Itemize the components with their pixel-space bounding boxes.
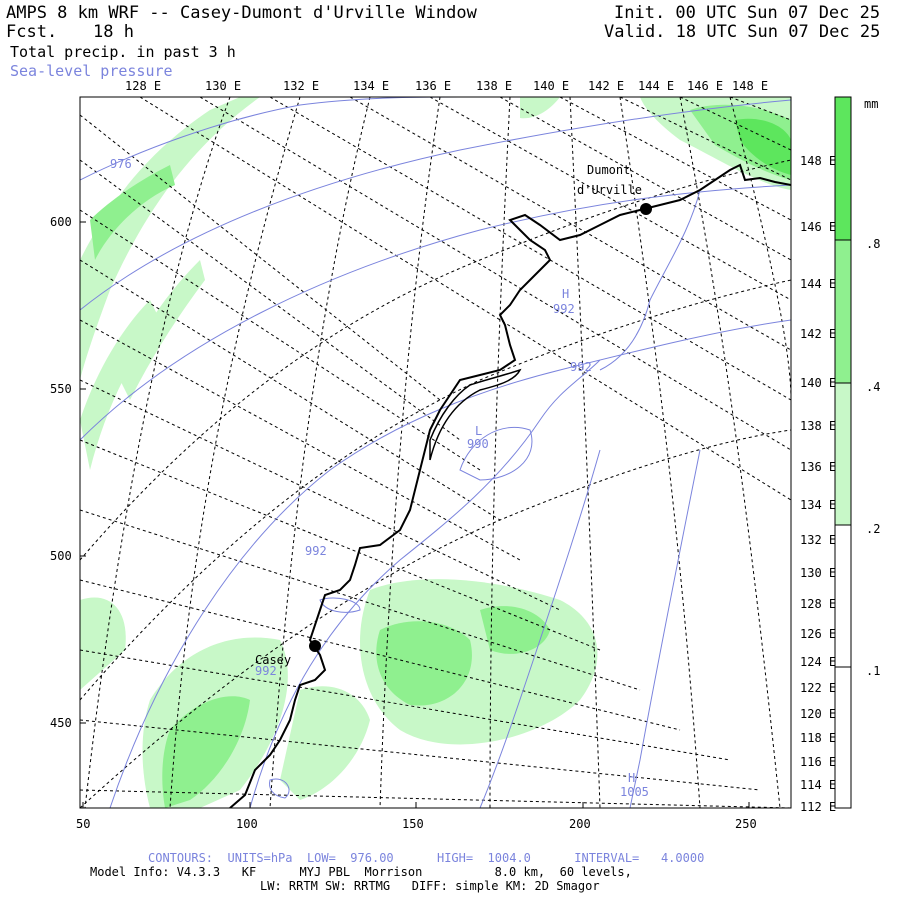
svg-text:140 E: 140 E <box>533 79 569 93</box>
svg-text:200: 200 <box>569 817 591 831</box>
svg-text:600: 600 <box>50 215 72 229</box>
svg-text:1005: 1005 <box>620 785 649 799</box>
svg-text:100: 100 <box>236 817 258 831</box>
svg-text:112 E: 112 E <box>800 800 836 814</box>
valid-time: Valid. 18 UTC Sun 07 Dec 25 <box>604 22 881 42</box>
svg-text:120 E: 120 E <box>800 707 836 721</box>
svg-text:992: 992 <box>305 544 327 558</box>
casey-label: Casey <box>255 653 291 667</box>
svg-text:130 E: 130 E <box>800 566 836 580</box>
footer-physics: LW: RRTM SW: RRTMG DIFF: simple KM: 2D S… <box>260 879 600 893</box>
colorbar-label-01: .1 <box>866 664 880 678</box>
colorbar-label-04: .4 <box>866 380 880 394</box>
slp-contours <box>80 97 791 808</box>
bottom-axis-labels: 50 100 150 200 250 <box>76 817 757 831</box>
svg-text:50: 50 <box>76 817 90 831</box>
svg-text:H: H <box>628 771 635 785</box>
svg-text:118 E: 118 E <box>800 731 836 745</box>
footer-contours: CONTOURS: UNITS=hPa LOW= 976.00 HIGH= 10… <box>148 851 705 865</box>
init-time: Init. 00 UTC Sun 07 Dec 25 <box>614 3 881 23</box>
svg-text:990: 990 <box>467 437 489 451</box>
svg-text:992: 992 <box>570 360 592 374</box>
svg-text:140 E: 140 E <box>800 376 836 390</box>
svg-text:136 E: 136 E <box>415 79 451 93</box>
fcst-value: 18 h <box>93 22 134 42</box>
svg-text:130 E: 130 E <box>205 79 241 93</box>
colorbar <box>834 96 852 809</box>
ice-shelf-outline <box>429 368 522 461</box>
dumont-label-2: d'Urville <box>577 183 642 197</box>
svg-text:450: 450 <box>50 716 72 730</box>
svg-text:500: 500 <box>50 549 72 563</box>
svg-text:150: 150 <box>402 817 424 831</box>
svg-text:L: L <box>475 424 482 438</box>
coastline <box>229 163 791 808</box>
svg-text:128 E: 128 E <box>800 597 836 611</box>
svg-text:114 E: 114 E <box>800 778 836 792</box>
svg-text:H: H <box>562 287 569 301</box>
svg-text:124 E: 124 E <box>800 655 836 669</box>
svg-text:148 E: 148 E <box>732 79 768 93</box>
svg-text:132 E: 132 E <box>800 533 836 547</box>
fcst-label: Fcst. <box>6 22 58 42</box>
colorbar-unit: mm <box>864 97 878 111</box>
top-lon-labels: 128 E 130 E 132 E 134 E 136 E 138 E 140 … <box>125 79 768 93</box>
colorbar-label-08: .8 <box>866 237 880 251</box>
casey-station-marker <box>309 640 321 652</box>
svg-text:976: 976 <box>110 157 132 171</box>
svg-text:132 E: 132 E <box>283 79 319 93</box>
colorbar-label-02: .2 <box>866 522 880 536</box>
title: AMPS 8 km WRF -- Casey-Dumont d'Urville … <box>6 3 477 23</box>
svg-text:992: 992 <box>553 302 575 316</box>
svg-text:148 E: 148 E <box>800 154 836 168</box>
svg-text:142 E: 142 E <box>588 79 624 93</box>
right-lon-labels: 148 E 146 E 144 E 142 E 140 E 138 E 136 … <box>800 154 836 814</box>
dumont-station-marker <box>640 203 652 215</box>
svg-text:122 E: 122 E <box>800 681 836 695</box>
svg-text:136 E: 136 E <box>800 460 836 474</box>
precip-shading <box>80 97 791 808</box>
svg-text:144 E: 144 E <box>638 79 674 93</box>
bottom-ticks <box>82 802 750 808</box>
svg-text:550: 550 <box>50 382 72 396</box>
svg-text:116 E: 116 E <box>800 755 836 769</box>
svg-text:138 E: 138 E <box>476 79 512 93</box>
svg-text:992: 992 <box>255 664 277 678</box>
field-slp: Sea-level pressure <box>10 62 173 80</box>
field-precip: Total precip. in past 3 h <box>10 43 236 61</box>
svg-text:144 E: 144 E <box>800 277 836 291</box>
left-axis-labels: 600 550 500 450 <box>50 215 72 730</box>
svg-text:250: 250 <box>735 817 757 831</box>
svg-text:142 E: 142 E <box>800 327 836 341</box>
svg-text:126 E: 126 E <box>800 627 836 641</box>
svg-text:134 E: 134 E <box>353 79 389 93</box>
dumont-label-1: Dumont <box>587 163 630 177</box>
svg-text:146 E: 146 E <box>800 220 836 234</box>
svg-text:134 E: 134 E <box>800 498 836 512</box>
lat-lon-grid <box>80 97 791 808</box>
svg-text:146 E: 146 E <box>687 79 723 93</box>
left-ticks <box>80 221 86 724</box>
svg-text:128 E: 128 E <box>125 79 161 93</box>
contour-labels: 976 992 992 990 992 992 1005 L H H <box>110 157 649 799</box>
footer-model: Model Info: V4.3.3 KF MYJ PBL Morrison 8… <box>90 865 632 879</box>
svg-text:138 E: 138 E <box>800 419 836 433</box>
